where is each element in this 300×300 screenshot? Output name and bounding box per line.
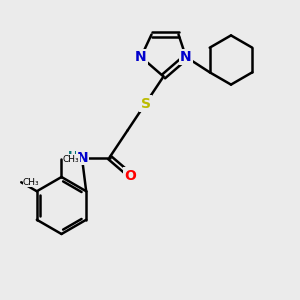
- Text: N: N: [135, 50, 147, 64]
- Text: S: S: [140, 97, 151, 110]
- Text: N: N: [180, 50, 192, 64]
- Text: CH₃: CH₃: [23, 178, 39, 187]
- Text: N: N: [77, 151, 88, 164]
- Text: H: H: [68, 149, 78, 163]
- Text: CH₃: CH₃: [63, 154, 80, 164]
- Text: O: O: [124, 169, 136, 182]
